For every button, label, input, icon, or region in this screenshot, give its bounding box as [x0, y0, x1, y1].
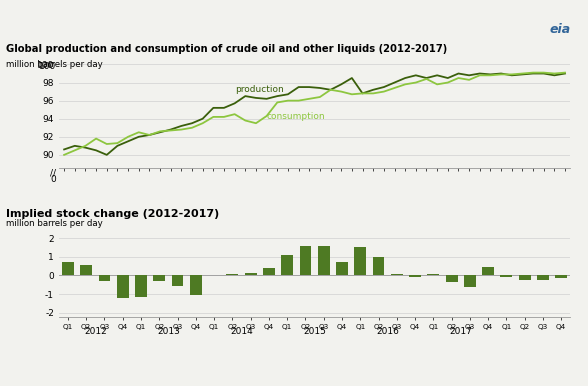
- Bar: [281, 255, 293, 276]
- Bar: [464, 276, 476, 287]
- Text: 2013: 2013: [157, 327, 180, 336]
- Text: 2012: 2012: [84, 327, 106, 336]
- Bar: [373, 257, 385, 276]
- Bar: [519, 276, 530, 280]
- Bar: [62, 262, 74, 276]
- Text: 100: 100: [39, 62, 56, 71]
- Bar: [391, 274, 403, 276]
- Bar: [245, 273, 256, 276]
- Bar: [318, 245, 330, 276]
- Bar: [555, 276, 567, 278]
- Bar: [427, 274, 439, 276]
- Bar: [537, 276, 549, 280]
- Bar: [153, 276, 165, 281]
- Text: 2016: 2016: [376, 327, 399, 336]
- Bar: [190, 276, 202, 295]
- Bar: [172, 276, 183, 286]
- Bar: [81, 265, 92, 276]
- Bar: [208, 274, 220, 276]
- Bar: [500, 276, 512, 278]
- Text: //: //: [50, 169, 56, 178]
- Bar: [117, 276, 129, 298]
- Text: 2014: 2014: [230, 327, 253, 336]
- Text: million barrels per day: million barrels per day: [6, 218, 103, 227]
- Bar: [355, 247, 366, 276]
- Text: 2015: 2015: [303, 327, 326, 336]
- Bar: [263, 268, 275, 276]
- Text: million barrels per day: million barrels per day: [6, 60, 103, 69]
- Text: consumption: consumption: [266, 112, 325, 121]
- Bar: [99, 276, 111, 281]
- Bar: [299, 245, 312, 276]
- Bar: [409, 276, 421, 278]
- Text: Global production and consumption of crude oil and other liquids (2012-2017): Global production and consumption of cru…: [6, 44, 447, 54]
- Text: 2017: 2017: [449, 327, 472, 336]
- Bar: [336, 261, 348, 276]
- Bar: [446, 276, 457, 282]
- Bar: [135, 276, 147, 297]
- Bar: [226, 274, 238, 276]
- Text: eia: eia: [549, 23, 570, 36]
- Bar: [482, 267, 494, 276]
- Text: Implied stock change (2012-2017): Implied stock change (2012-2017): [6, 209, 219, 219]
- Text: production: production: [235, 85, 283, 95]
- Text: 0: 0: [50, 175, 56, 184]
